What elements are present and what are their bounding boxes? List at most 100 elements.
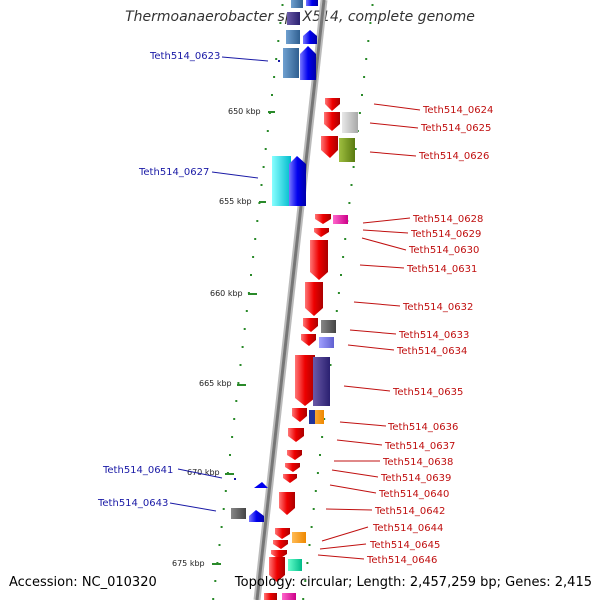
- track-dot: [323, 418, 326, 420]
- track-dot: [310, 526, 313, 528]
- track-dot: [304, 580, 307, 582]
- gene-label-0642[interactable]: Teth514_0642: [374, 506, 445, 517]
- gene-label-0641[interactable]: Teth514_0641: [102, 465, 173, 476]
- track-dot: [241, 346, 244, 348]
- track-dot: [266, 130, 269, 132]
- genome-summary-text: Topology: circular; Length: 2,457,259 bp…: [234, 575, 592, 590]
- track-dot: [316, 472, 319, 474]
- scale-labels: 650 kbp 655 kbp 660 kbp 665 kbp 670 kbp …: [172, 107, 261, 568]
- track-dot: [365, 58, 368, 60]
- track-dot: [352, 166, 355, 168]
- track-dot: [220, 526, 223, 528]
- track-dot: [254, 238, 257, 240]
- track-dot: [260, 184, 263, 186]
- scale-label-650: 650 kbp: [228, 107, 261, 116]
- track-dot: [279, 22, 282, 24]
- scale-label-655: 655 kbp: [219, 197, 252, 206]
- track-dot: [273, 76, 276, 78]
- track-dot: [308, 544, 311, 546]
- gene-label-0637[interactable]: Teth514_0637: [384, 441, 455, 452]
- gene-label-0636[interactable]: Teth514_0636: [387, 422, 458, 433]
- scale-label-675: 675 kbp: [172, 559, 205, 568]
- track-dot: [245, 310, 248, 312]
- track-dot: [222, 508, 225, 510]
- track-dot: [224, 490, 227, 492]
- gene-label-0631[interactable]: Teth514_0631: [406, 264, 477, 275]
- gene-label-0628[interactable]: Teth514_0628: [412, 214, 483, 225]
- track-dot: [229, 454, 231, 456]
- reverse-strand-genes: [264, 98, 358, 600]
- forward-strand-genes: [231, 0, 318, 522]
- track-dot: [306, 562, 309, 564]
- track-dot: [218, 544, 221, 546]
- track-dot: [363, 76, 366, 78]
- gene-label-0646[interactable]: Teth514_0646: [366, 555, 437, 566]
- track-dot: [312, 508, 315, 510]
- track-dot: [354, 148, 357, 150]
- gene-label-0630[interactable]: Teth514_0630: [408, 245, 479, 256]
- track-dot: [243, 328, 246, 330]
- gene-labels-left: Teth514_0623 Teth514_0627 Teth514_0641 T…: [97, 51, 220, 509]
- gene-label-0624[interactable]: Teth514_0624: [422, 105, 493, 116]
- track-dot: [340, 274, 342, 276]
- dotted-tracks: [212, 4, 374, 600]
- track-dot: [235, 400, 238, 402]
- accession-text: Accession: NC_010320: [9, 575, 157, 590]
- track-dot: [256, 220, 259, 222]
- track-dot: [314, 490, 317, 492]
- track-dot: [321, 436, 324, 438]
- gene-label-0627[interactable]: Teth514_0627: [138, 167, 209, 178]
- track-dot: [275, 58, 278, 60]
- gene-label-0639[interactable]: Teth514_0639: [380, 473, 451, 484]
- track-dot: [350, 184, 353, 186]
- gene-label-0629[interactable]: Teth514_0629: [410, 229, 481, 240]
- gene-label-0633[interactable]: Teth514_0633: [398, 330, 469, 341]
- genome-backbone: [253, 0, 328, 600]
- track-dot: [233, 418, 236, 420]
- gene-label-0638[interactable]: Teth514_0638: [382, 457, 453, 468]
- track-dot: [237, 382, 240, 384]
- track-dot: [239, 364, 242, 366]
- scale-label-665: 665 kbp: [199, 379, 232, 388]
- track-dot: [214, 580, 217, 582]
- leader-lines-right: [317, 103, 421, 560]
- gene-label-0625[interactable]: Teth514_0625: [420, 123, 491, 134]
- track-dot: [342, 256, 345, 258]
- track-dot: [262, 166, 265, 168]
- track-dot: [329, 364, 332, 366]
- track-dot: [358, 112, 361, 114]
- gene-label-0634[interactable]: Teth514_0634: [396, 346, 467, 357]
- track-dot: [264, 148, 267, 150]
- gene-label-0640[interactable]: Teth514_0640: [378, 489, 449, 500]
- scale-ticks: [212, 111, 275, 565]
- track-dot: [302, 598, 305, 600]
- track-dot: [271, 94, 273, 96]
- gene-label-0645[interactable]: Teth514_0645: [369, 540, 440, 551]
- track-dot: [252, 256, 255, 258]
- leader-lines-left: [169, 56, 269, 512]
- track-dot: [337, 292, 340, 294]
- track-dot: [319, 454, 321, 456]
- leader-dots-left: [234, 60, 280, 480]
- gene-label-0632[interactable]: Teth514_0632: [402, 302, 473, 313]
- gene-label-0644[interactable]: Teth514_0644: [372, 523, 443, 534]
- gene-label-0635[interactable]: Teth514_0635: [392, 387, 463, 398]
- scale-label-670: 670 kbp: [187, 468, 220, 477]
- track-dot: [371, 4, 374, 6]
- track-dot: [212, 598, 215, 600]
- scale-label-660: 660 kbp: [210, 289, 243, 298]
- track-dot: [281, 4, 284, 6]
- gene-label-0623[interactable]: Teth514_0623: [149, 51, 220, 62]
- track-dot: [348, 202, 351, 204]
- track-dot: [369, 22, 372, 24]
- gene-label-0643[interactable]: Teth514_0643: [97, 498, 168, 509]
- track-dot: [277, 40, 280, 42]
- track-dot: [231, 436, 234, 438]
- track-dot: [361, 94, 363, 96]
- track-dot: [335, 310, 338, 312]
- gene-label-0626[interactable]: Teth514_0626: [418, 151, 489, 162]
- track-dot: [367, 40, 370, 42]
- track-dot: [344, 238, 347, 240]
- track-dot: [250, 274, 252, 276]
